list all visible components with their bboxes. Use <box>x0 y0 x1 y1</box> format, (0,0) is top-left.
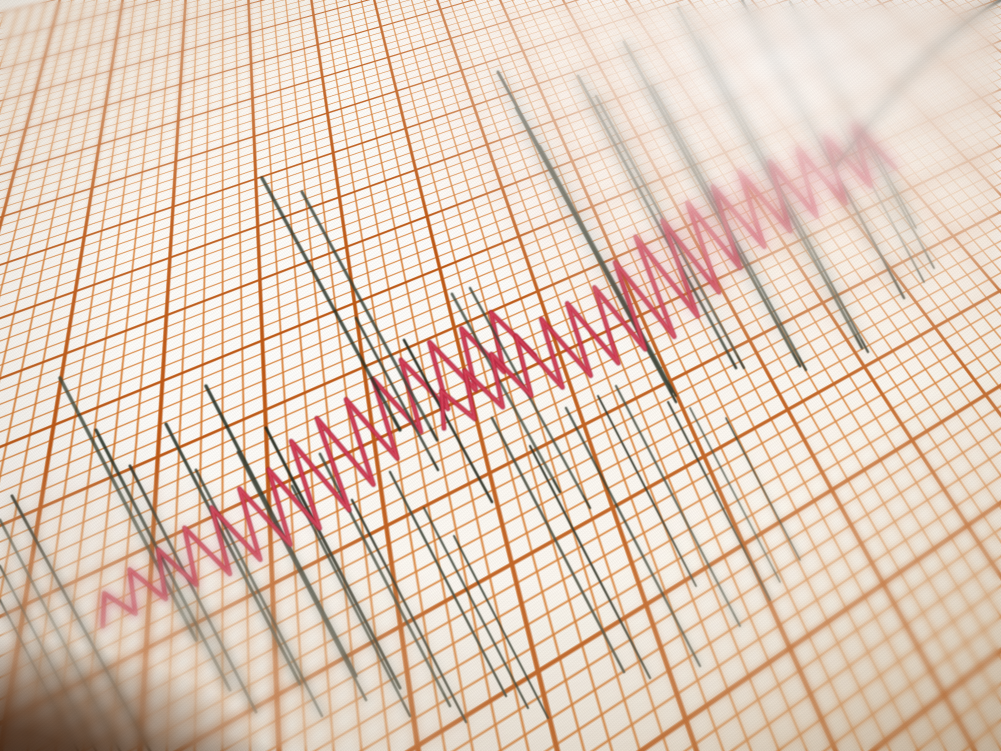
trace-stroke-tip <box>926 255 935 269</box>
dark-trace-upper-group <box>260 0 936 510</box>
trace-stroke <box>0 564 98 751</box>
trace-stroke <box>725 417 801 561</box>
trace-stroke <box>236 450 368 702</box>
trace-stroke-tip <box>541 705 549 719</box>
trace-stroke-tip <box>188 626 197 641</box>
trace-stroke-tip <box>484 488 493 503</box>
trace-stroke <box>564 406 702 668</box>
trace-stroke-tip <box>689 573 697 587</box>
trace-stroke-tip <box>430 456 439 471</box>
trace-stroke <box>164 422 302 686</box>
trace-stroke-tip <box>442 692 451 707</box>
trace-stroke <box>422 506 530 710</box>
trace-stroke <box>453 535 549 719</box>
trace-stroke-tip <box>916 269 925 283</box>
trace-stroke-tip <box>248 698 257 713</box>
trace-stroke-tip <box>142 737 151 751</box>
trace-stroke <box>667 401 771 601</box>
trace-stroke <box>576 74 738 370</box>
trace-stroke-tip <box>112 737 121 751</box>
trace-stroke <box>622 40 802 368</box>
trace-stroke <box>490 416 626 674</box>
trace-stroke-tip <box>728 354 737 369</box>
trace-stroke-tip <box>402 702 411 717</box>
trace-stroke <box>128 464 258 714</box>
trace-stroke-tip <box>429 426 438 441</box>
trace-stroke-tip <box>358 686 367 701</box>
trace-stroke-tip <box>222 676 231 691</box>
trace-stroke-tip <box>314 702 323 717</box>
trace-stroke <box>94 428 232 692</box>
trace-stroke-tip <box>582 495 591 509</box>
trace-stroke-tip <box>896 284 905 299</box>
trace-stroke <box>538 144 678 398</box>
trace-stroke-tip <box>763 587 771 601</box>
trace-stroke-tip <box>88 737 97 751</box>
red-zigzag-path <box>101 310 537 628</box>
trace-stroke <box>10 494 152 751</box>
trace-stroke <box>528 444 652 680</box>
trace-stroke <box>350 498 468 724</box>
trace-stroke-tip <box>642 664 651 679</box>
trace-stroke-tip <box>773 569 781 583</box>
trace-stroke-tip <box>616 658 625 673</box>
trace-stroke-tip <box>458 708 467 723</box>
trace-stroke <box>300 190 439 442</box>
stylus-needle-arm <box>834 0 1001 168</box>
trace-stroke-tip <box>498 682 507 697</box>
trace-stroke-tip <box>520 694 529 709</box>
trace-stroke <box>58 376 198 642</box>
trace-stroke-tip <box>732 612 741 627</box>
red-trace-lower-group <box>100 309 538 629</box>
trace-stroke <box>835 117 925 283</box>
trace-stroke-tip <box>392 416 401 431</box>
trace-stroke-tip <box>692 652 701 667</box>
trace-stroke-tip <box>70 737 79 751</box>
trace-stroke-tip <box>552 478 561 493</box>
trace-stroke <box>597 395 697 587</box>
trace-stroke <box>260 176 402 432</box>
stylus-needle-group <box>834 0 1001 168</box>
dark-trace-lower-group <box>0 376 801 751</box>
trace-stroke <box>388 470 508 698</box>
trace-stroke <box>354 316 440 472</box>
trace-stroke <box>0 598 80 751</box>
trace-stroke-tip <box>736 355 745 369</box>
trace-stroke-tip <box>793 547 801 561</box>
